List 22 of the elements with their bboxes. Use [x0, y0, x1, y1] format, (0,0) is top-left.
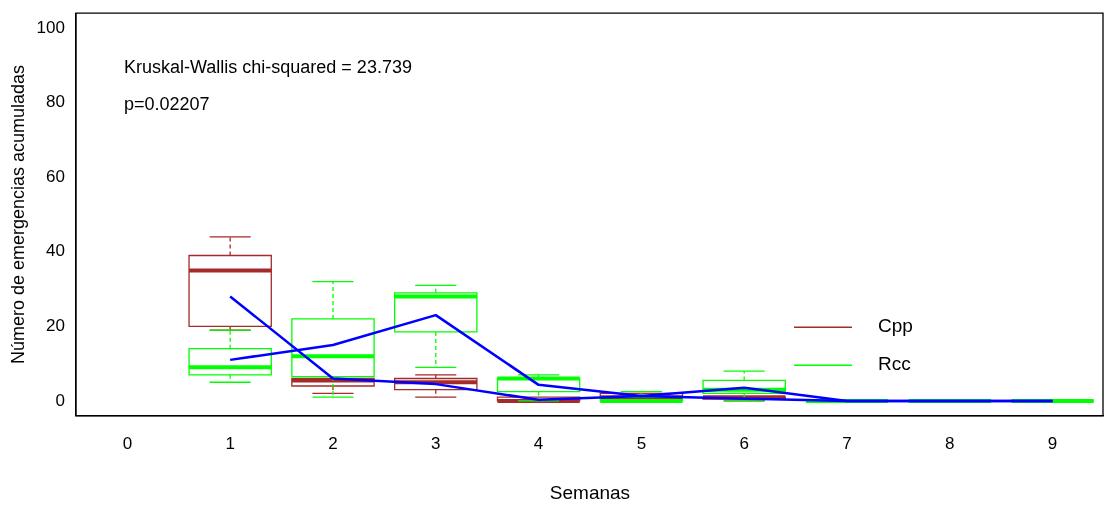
x-axis-title: Semanas — [549, 481, 631, 503]
annotation: Kruskal-Wallis chi-squared = 23.739 — [123, 57, 412, 78]
y-tick-label: 80 — [46, 92, 65, 112]
x-tick-label: 3 — [431, 433, 441, 453]
x-tick-label: 8 — [945, 433, 955, 453]
y-tick-label: 60 — [46, 166, 65, 186]
legend-label: Rcc — [878, 353, 911, 375]
x-tick-label: 5 — [636, 433, 647, 453]
x-tick-label: 9 — [1047, 433, 1058, 453]
x-tick-label: 1 — [225, 433, 235, 453]
y-tick-label: 0 — [55, 390, 65, 410]
legend-label: Cpp — [878, 315, 913, 337]
y-tick-label: 20 — [46, 316, 65, 336]
y-tick-label: 40 — [46, 241, 65, 261]
x-tick-label: 6 — [739, 433, 749, 453]
x-tick-label: 4 — [533, 433, 544, 453]
y-tick-label: 100 — [36, 17, 65, 37]
y-axis-title: Número de emergencias acumuladas — [7, 64, 28, 365]
x-tick-label: 2 — [328, 433, 338, 453]
x-tick-label: 0 — [122, 433, 133, 453]
x-tick-label: 7 — [842, 433, 852, 453]
annotation: p=0.02207 — [123, 94, 210, 115]
